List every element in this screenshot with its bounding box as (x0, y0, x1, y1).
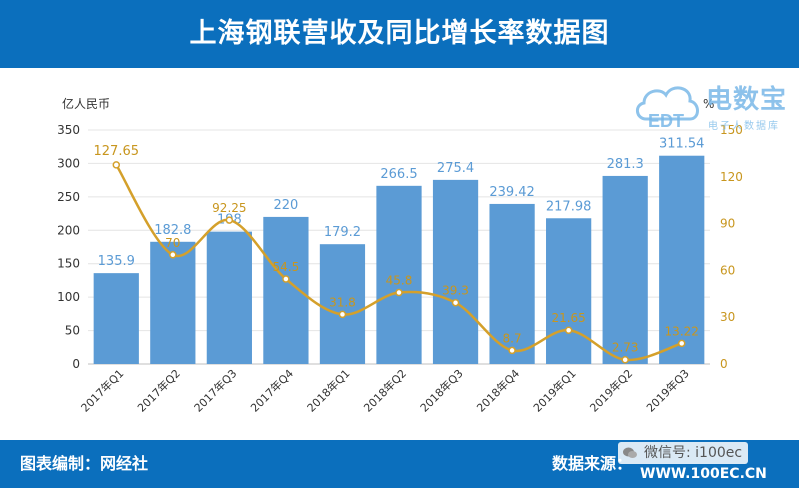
line-point (621, 355, 629, 364)
x-tick-label: 2018年Q1 (304, 366, 353, 415)
y2-tick-label: 0 (720, 357, 728, 371)
line-point (225, 216, 234, 224)
bar-value-label: 266.5 (380, 167, 417, 182)
line-value-label: 8.7 (503, 331, 522, 345)
line-point (112, 161, 121, 169)
y-tick-label: 0 (72, 357, 80, 371)
y2-tick-label: 90 (720, 217, 735, 231)
line-point (282, 275, 290, 283)
bar (319, 244, 366, 364)
line-value-label: 54.5 (273, 260, 300, 274)
bar-value-label: 135.9 (98, 254, 135, 269)
y-tick-label: 200 (57, 223, 80, 237)
bar-value-label: 281.3 (607, 157, 644, 172)
bar (263, 216, 309, 364)
y-tick-label: 100 (57, 290, 80, 304)
watermark-logo: EDT 电数宝 电子人数据库 (632, 75, 794, 137)
wechat-badge: 微信号: i100ec (618, 442, 749, 464)
x-tick-label: 2017年Q4 (247, 366, 296, 415)
y-tick-label: 350 (57, 123, 80, 137)
brand-sub-text: 电子人数据库 (708, 121, 780, 132)
line-value-label: 70 (165, 236, 180, 250)
bar-value-label: 220 (273, 198, 298, 213)
wechat-id-text: 微信号: i100ec (644, 445, 743, 461)
line-point (338, 310, 347, 319)
y2-tick-label: 150 (720, 123, 743, 137)
x-tick-label: 2018年Q4 (474, 366, 523, 415)
line-point (508, 346, 516, 355)
bar (93, 273, 139, 364)
bar (150, 241, 196, 364)
bar (206, 231, 252, 364)
y-tick-label: 150 (57, 257, 80, 271)
x-tick-label: 2018年Q2 (361, 366, 410, 415)
y-tick-label: 250 (57, 190, 80, 204)
line-value-label: 21.65 (551, 311, 585, 325)
x-tick-label: 2017年Q2 (134, 366, 183, 415)
y-tick-label: 50 (65, 324, 80, 338)
x-tick-label: 2018年Q3 (417, 366, 466, 415)
y2-tick-label: 120 (720, 170, 743, 184)
bar (489, 203, 535, 364)
title-bar (0, 0, 799, 68)
footer-source-right: 数据来源： (552, 454, 633, 473)
line-point (169, 251, 177, 259)
x-tick-label: 2019年Q1 (530, 366, 579, 415)
y2-axis-title: % (703, 97, 714, 111)
footer-source-left: 图表编制：网经社 (20, 454, 149, 473)
bar-value-label: 217.98 (546, 199, 592, 214)
x-tick-label: 2017年Q1 (78, 366, 127, 415)
line-value-label: 2.73 (612, 341, 639, 355)
line-point (564, 326, 573, 334)
brand-cn-text: 电数宝 (706, 85, 788, 115)
line-point (677, 339, 686, 348)
y-tick-label: 300 (57, 156, 80, 170)
line-value-label: 127.65 (94, 144, 140, 159)
y2-tick-label: 30 (720, 310, 735, 324)
bar (659, 155, 705, 364)
cloud-logo-icon: EDT (636, 86, 699, 131)
bar (602, 175, 648, 364)
line-value-label: 45.8 (386, 274, 413, 288)
wechat-icon (623, 447, 637, 458)
brand-en-text: EDT (648, 111, 684, 131)
bar-value-label: 239.42 (489, 185, 535, 200)
bar (432, 179, 479, 364)
chart-title: 上海钢联营收及同比增长率数据图 (189, 18, 610, 49)
line-value-label: 39.3 (442, 284, 469, 298)
line-point (395, 288, 403, 297)
x-tick-label: 2019年Q3 (643, 366, 692, 415)
line-value-label: 92.25 (212, 201, 246, 215)
bar-value-label: 179.2 (324, 225, 361, 240)
bar (546, 218, 592, 364)
chart-area: 0 50 100 150 200 250 300 350 0 30 60 90 120 150 亿人民币 % 1… (57, 96, 743, 415)
x-tick-label: 2019年Q2 (587, 366, 636, 415)
line-point (451, 298, 460, 307)
bar-value-label: 182.8 (154, 223, 191, 238)
bar (376, 185, 422, 364)
growth-rate-line (115, 164, 683, 362)
site-url-text: WWW.100EC.CN (640, 466, 767, 482)
line-value-label: 13.22 (665, 324, 699, 338)
bar-value-label: 311.54 (659, 137, 705, 152)
bar-value-label: 275.4 (437, 161, 474, 176)
x-tick-label: 2017年Q3 (191, 366, 240, 415)
y2-tick-label: 60 (720, 263, 735, 277)
line-value-label: 31.8 (329, 295, 356, 309)
y-axis-title: 亿人民币 (62, 96, 110, 111)
